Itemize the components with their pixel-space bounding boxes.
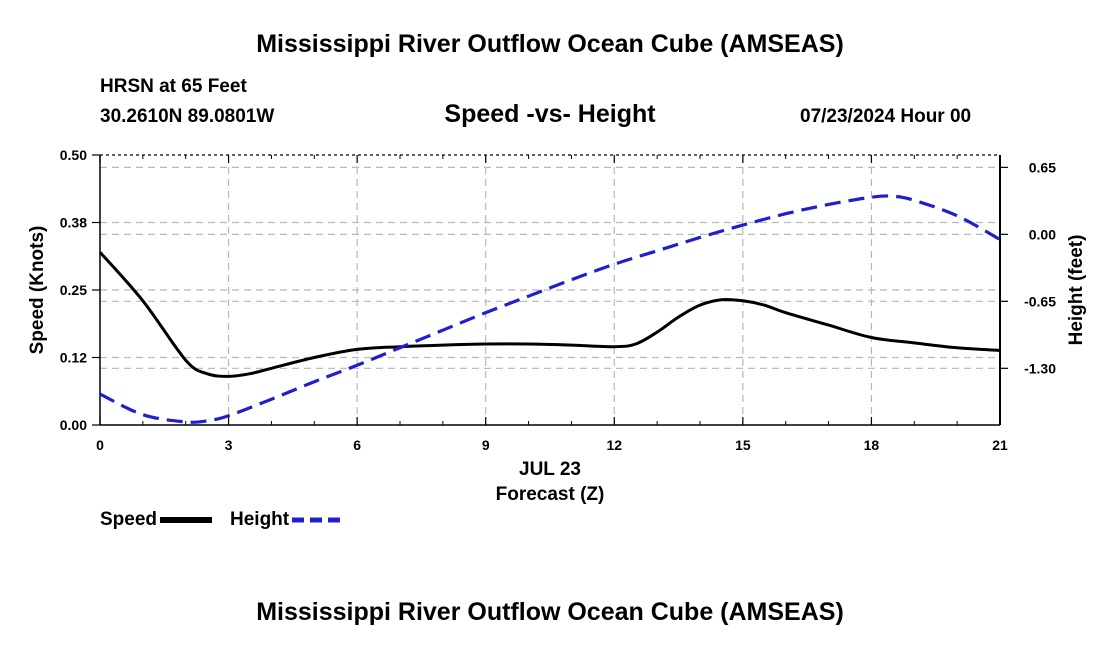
x-tick-label-1: 3: [225, 437, 233, 453]
y2-tick-label-1: 0.00: [1029, 226, 1056, 242]
station-label: HRSN at 65 Feet: [100, 76, 247, 97]
x-axis-date-label: JUL 23: [519, 459, 581, 480]
chart-grid: [100, 154, 1000, 425]
y-tick-label-2: 0.25: [60, 282, 87, 298]
y2-tick-label-2: -0.65: [1024, 293, 1056, 309]
x-tick-label-5: 15: [735, 437, 751, 453]
x-tick-label-7: 21: [992, 437, 1008, 453]
datetime-label: 07/23/2024 Hour 00: [800, 106, 972, 127]
x-axis-label: Forecast (Z): [496, 484, 605, 505]
y2-tick-label-0: 0.65: [1029, 159, 1056, 175]
coordinates-label: 30.2610N 89.0801W: [100, 106, 275, 127]
legend-height-label: Height: [230, 509, 290, 530]
y2-tick-label-3: -1.30: [1024, 360, 1056, 376]
y-tick-label-1: 0.12: [60, 350, 87, 366]
y-tick-label-3: 0.38: [60, 215, 87, 231]
legend-speed-label: Speed: [100, 509, 157, 530]
main-title: Mississippi River Outflow Ocean Cube (AM…: [256, 30, 844, 58]
y-tick-label-0: 0.00: [60, 417, 87, 433]
x-tick-label-6: 18: [864, 437, 880, 453]
x-tick-label-4: 12: [606, 437, 622, 453]
chart-series: [98, 194, 1001, 424]
x-tick-label-2: 6: [353, 437, 361, 453]
y2-axis-label: Height (feet): [1066, 235, 1087, 346]
speed-height-chart: 0 3 6 9 12 15 18 21 0.00 0.12 0.25 0.38 0.50 0.65 0.00…: [27, 147, 1087, 530]
y-axis-label: Speed (Knots): [27, 226, 48, 355]
series-line-speed: [98, 251, 1001, 378]
series-line-height: [99, 194, 1001, 424]
chart-legend: Speed Height: [100, 509, 342, 530]
x-tick-label-0: 0: [96, 437, 104, 453]
plot-title: Speed -vs- Height: [444, 100, 656, 128]
y-tick-label-4: 0.50: [60, 147, 87, 163]
footer-title: Mississippi River Outflow Ocean Cube (AM…: [256, 598, 844, 626]
x-tick-label-3: 9: [482, 437, 490, 453]
chart-ticks: 0 3 6 9 12 15 18 21 0.00 0.12 0.25 0.38 0.50 0.65 0.00…: [60, 147, 1056, 453]
